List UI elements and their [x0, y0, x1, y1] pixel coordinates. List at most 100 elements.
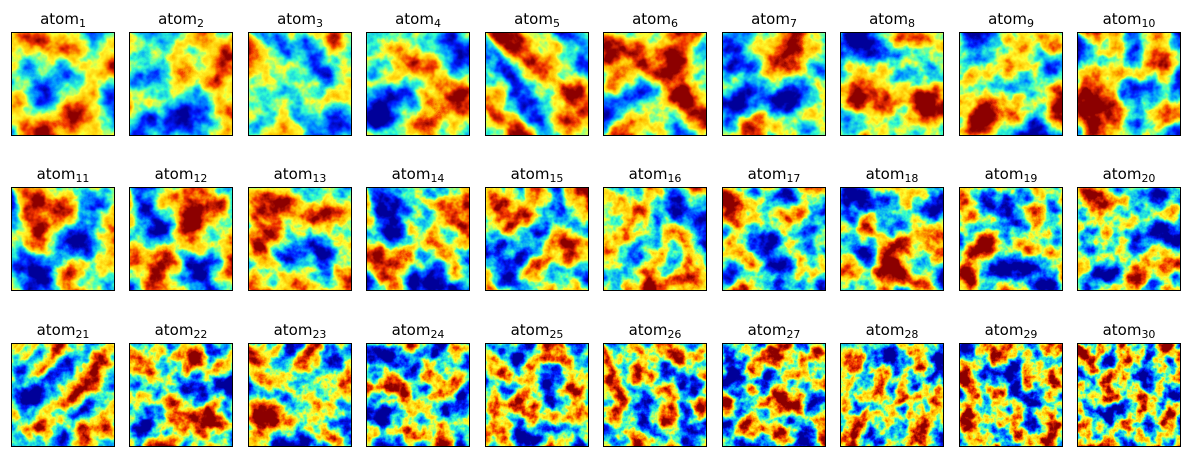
- atom-title: atom30: [1067, 318, 1189, 342]
- atom-title-name: atom: [273, 165, 313, 183]
- atom-title-index: 21: [75, 328, 90, 341]
- atom-title: atom20: [1067, 162, 1189, 186]
- atom-title-name: atom: [391, 165, 431, 183]
- atom-title-name: atom: [628, 165, 668, 183]
- atom-title-name: atom: [1102, 10, 1142, 28]
- atom-title: atom1: [1, 7, 125, 31]
- atom-title: atom2: [119, 7, 243, 31]
- atom-title-name: atom: [277, 10, 316, 28]
- atom-title: atom10: [1067, 7, 1189, 31]
- atom-title-index: 15: [549, 172, 564, 185]
- atom-title-index: 3: [315, 17, 323, 30]
- atom-title-index: 11: [75, 172, 90, 185]
- atom-title-name: atom: [40, 10, 79, 28]
- atom-title-name: atom: [514, 10, 553, 28]
- atom-title-index: 12: [193, 172, 208, 185]
- atom-image: [840, 32, 944, 136]
- atom-title-name: atom: [747, 321, 787, 339]
- atom-title-index: 17: [786, 172, 801, 185]
- atom-image: [485, 187, 589, 291]
- atom-title-name: atom: [36, 165, 76, 183]
- atom-title: atom15: [475, 162, 599, 186]
- atom-title-index: 28: [904, 328, 919, 341]
- atom-image: [959, 32, 1063, 136]
- atom-title: atom13: [238, 162, 362, 186]
- atom-image: [959, 343, 1063, 447]
- atom-image: [603, 187, 707, 291]
- atom-title-name: atom: [391, 321, 431, 339]
- atom-title-name: atom: [1102, 165, 1142, 183]
- atom-title: atom4: [356, 7, 480, 31]
- atom-title: atom23: [238, 318, 362, 342]
- atom-image: [1077, 187, 1181, 291]
- atom-image: [11, 187, 115, 291]
- atom-title-index: 10: [1141, 17, 1156, 30]
- atom-title-name: atom: [984, 165, 1024, 183]
- atom-image: [248, 343, 352, 447]
- atom-title-index: 8: [907, 17, 915, 30]
- atom-title-index: 6: [670, 17, 678, 30]
- atom-title-index: 29: [1023, 328, 1038, 341]
- atom-title-name: atom: [154, 165, 194, 183]
- atom-title: atom14: [356, 162, 480, 186]
- atom-title: atom8: [830, 7, 954, 31]
- atom-title: atom18: [830, 162, 954, 186]
- atom-title-name: atom: [510, 321, 550, 339]
- atom-title: atom6: [593, 7, 717, 31]
- atom-image: [485, 343, 589, 447]
- atom-title-name: atom: [158, 10, 197, 28]
- atom-title-name: atom: [632, 10, 671, 28]
- atom-title-name: atom: [395, 10, 434, 28]
- atom-image: [722, 32, 826, 136]
- atom-title: atom19: [949, 162, 1073, 186]
- atom-title: atom9: [949, 7, 1073, 31]
- atom-image: [366, 32, 470, 136]
- atom-title: atom21: [1, 318, 125, 342]
- atom-title-index: 7: [789, 17, 797, 30]
- atom-image: [603, 32, 707, 136]
- atom-image: [1077, 32, 1181, 136]
- atom-image: [248, 187, 352, 291]
- atom-title: atom17: [712, 162, 836, 186]
- atom-title-name: atom: [984, 321, 1024, 339]
- atom-title-name: atom: [751, 10, 790, 28]
- atom-image: [959, 187, 1063, 291]
- atom-title: atom28: [830, 318, 954, 342]
- atom-title: atom22: [119, 318, 243, 342]
- atom-title-name: atom: [510, 165, 550, 183]
- atom-title-index: 5: [552, 17, 560, 30]
- atom-image: [129, 187, 233, 291]
- atom-title-index: 2: [196, 17, 204, 30]
- atom-image: [603, 343, 707, 447]
- atom-title-name: atom: [865, 321, 905, 339]
- atom-title-index: 16: [667, 172, 682, 185]
- atom-title-index: 14: [430, 172, 445, 185]
- atom-title: atom5: [475, 7, 599, 31]
- atom-image: [840, 187, 944, 291]
- atom-image: [11, 32, 115, 136]
- atom-title-index: 27: [786, 328, 801, 341]
- atom-image: [722, 343, 826, 447]
- atom-title: atom11: [1, 162, 125, 186]
- atom-title-index: 1: [78, 17, 86, 30]
- atom-title: atom27: [712, 318, 836, 342]
- atom-title: atom26: [593, 318, 717, 342]
- atom-title-index: 22: [193, 328, 208, 341]
- atom-title: atom3: [238, 7, 362, 31]
- atom-title-index: 24: [430, 328, 445, 341]
- atom-title-index: 18: [904, 172, 919, 185]
- atom-image: [248, 32, 352, 136]
- atom-title-name: atom: [869, 10, 908, 28]
- atom-title: atom7: [712, 7, 836, 31]
- atom-image: [11, 343, 115, 447]
- atom-image: [840, 343, 944, 447]
- atom-title: atom24: [356, 318, 480, 342]
- atom-title-name: atom: [273, 321, 313, 339]
- atom-title-name: atom: [628, 321, 668, 339]
- atom-image: [1077, 343, 1181, 447]
- atom-title-index: 25: [549, 328, 564, 341]
- atom-title-index: 9: [1026, 17, 1034, 30]
- atom-image: [485, 32, 589, 136]
- atom-image: [366, 343, 470, 447]
